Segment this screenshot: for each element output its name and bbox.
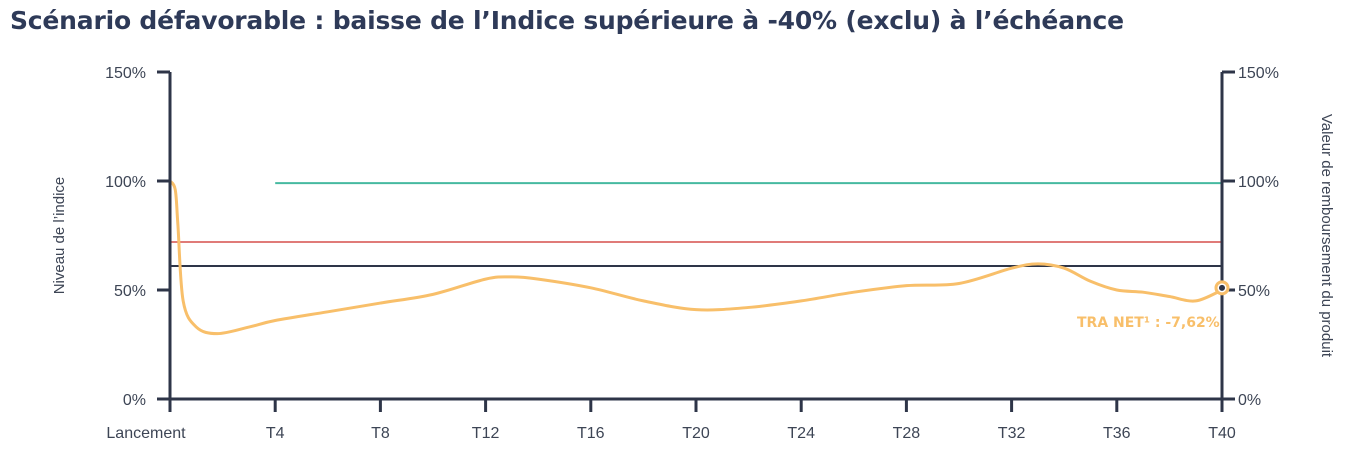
x-tick-label: T36 xyxy=(1103,425,1131,442)
right-axis-title: Valeur de remboursement du produit xyxy=(1318,114,1335,358)
x-ticks: Lancement T4 T8 T12 T16 T20 T24 T28 T32 T36 T40 xyxy=(106,399,1236,442)
right-y-tick-label: 150% xyxy=(1238,65,1279,82)
x-tick-label: T28 xyxy=(893,425,921,442)
x-tick-label: T32 xyxy=(998,425,1026,442)
left-y-tick-label: 150% xyxy=(105,65,146,82)
x-tick-label: T12 xyxy=(472,425,500,442)
left-y-tick-label: 50% xyxy=(114,283,146,300)
x-tick-label: T16 xyxy=(577,425,605,442)
left-y-tick-label: 0% xyxy=(123,392,146,409)
reference-lines xyxy=(170,182,1222,268)
left-y-tick-label: 100% xyxy=(105,174,146,191)
right-y-tick-label: 0% xyxy=(1238,392,1261,409)
tra-net-annotation: TRA NET¹ : -7,62% xyxy=(1077,315,1220,331)
x-tick-label: T24 xyxy=(787,425,815,442)
x-tick-label: T4 xyxy=(266,425,285,442)
right-y-tick-label: 50% xyxy=(1238,283,1270,300)
x-tick-label: T8 xyxy=(371,425,390,442)
right-y-tick-label: 100% xyxy=(1238,174,1279,191)
left-axis-title: Niveau de l’indice xyxy=(51,177,68,295)
end-marker-dot xyxy=(1219,284,1225,291)
y-ticks: 0% 0% 50% 50% 100% 100% 150% 150% xyxy=(105,65,1279,409)
end-marker xyxy=(1214,280,1230,296)
chart-title: Scénario défavorable : baisse de l’Indic… xyxy=(10,6,1124,35)
index-level-line xyxy=(168,179,1224,336)
x-tick-label: T20 xyxy=(682,425,710,442)
x-tick-label: T40 xyxy=(1208,425,1236,442)
x-tick-label: Lancement xyxy=(106,425,186,442)
